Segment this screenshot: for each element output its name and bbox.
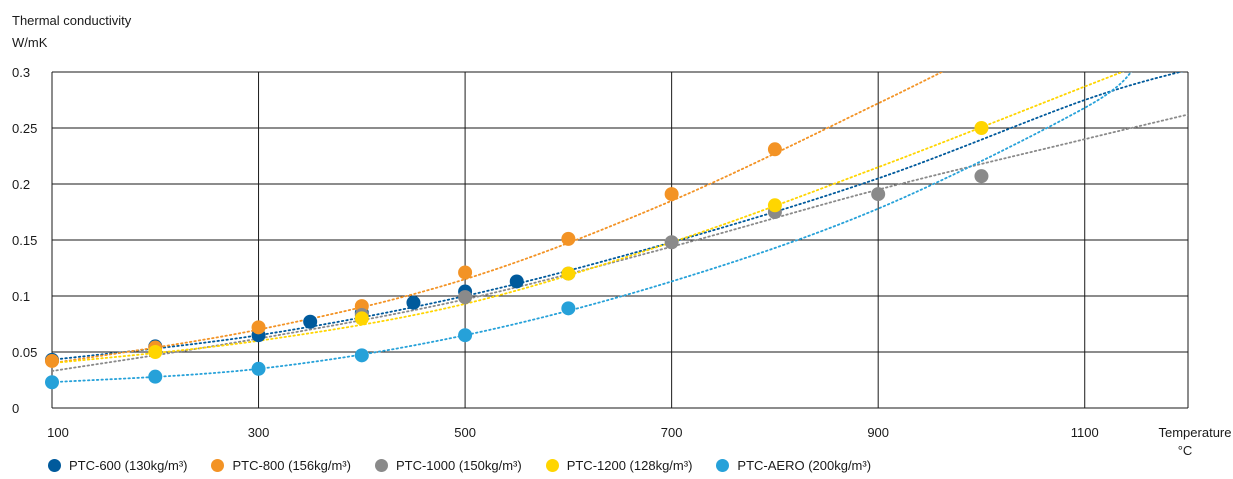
series-4-point xyxy=(148,369,163,384)
series-4-point xyxy=(45,375,59,390)
y-tick-label: 0.05 xyxy=(12,345,37,360)
series-3-point xyxy=(974,121,989,135)
series-0-point xyxy=(509,274,524,289)
series-2-point xyxy=(458,290,473,305)
y-tick-label: 0.3 xyxy=(12,65,30,80)
series-1-point xyxy=(767,142,782,157)
series-4-trendline xyxy=(52,72,1133,384)
series-3-point xyxy=(561,266,576,281)
y-axis-title-line1: Thermal conductivity xyxy=(12,13,132,28)
x-tick-label: 300 xyxy=(248,425,270,440)
y-tick-label: 0.25 xyxy=(12,121,37,136)
series-1-trendline xyxy=(52,72,944,365)
series-1-point xyxy=(251,320,266,335)
series-4-point xyxy=(561,301,576,316)
legend-label: PTC-1200 (128kg/m³) xyxy=(566,458,693,473)
series-1-point xyxy=(664,187,679,202)
series-2-trendline xyxy=(52,113,1188,372)
x-tick-label: 700 xyxy=(661,425,683,440)
series-3-point xyxy=(148,345,163,359)
y-tick-label: 0 xyxy=(12,401,19,416)
series-1-point xyxy=(561,231,576,246)
series-4-point xyxy=(458,328,473,343)
legend-item: PTC-600 (130kg/m³) xyxy=(48,458,187,473)
legend-swatch xyxy=(716,459,730,472)
series-4-point xyxy=(354,348,369,363)
x-tick-label: 1100 xyxy=(1071,425,1099,440)
tick-labels: 0 0.05 0.1 0.15 0.2 0.25 0.3 100 300 500 700 900 110… xyxy=(12,65,1099,440)
y-axis-title-line2: W/mK xyxy=(12,35,48,50)
y-tick-label: 0.1 xyxy=(12,289,30,304)
series-3-point xyxy=(354,311,369,326)
series-2-point xyxy=(871,187,886,202)
series-1-point xyxy=(45,353,59,368)
series-3-trendline xyxy=(52,72,1125,365)
x-tick-label: 100 xyxy=(47,425,69,440)
legend-item: PTC-1200 (128kg/m³) xyxy=(545,458,693,473)
y-tick-label: 0.15 xyxy=(12,233,37,248)
x-axis-title-line2: °C xyxy=(1178,443,1193,458)
legend: PTC-600 (130kg/m³) PTC-800 (156kg/m³) PTC-… xyxy=(48,458,871,473)
series-3-point xyxy=(767,198,782,213)
legend-item: PTC-1000 (150kg/m³) xyxy=(374,458,522,473)
legend-swatch xyxy=(545,459,559,472)
legend-label: PTC-1000 (150kg/m³) xyxy=(395,458,522,473)
series-1-point xyxy=(458,265,473,280)
grid xyxy=(51,71,1189,409)
data-points xyxy=(45,121,989,390)
legend-label: PTC-AERO (200kg/m³) xyxy=(737,458,872,473)
legend-swatch xyxy=(48,459,61,472)
series-0-point xyxy=(303,314,318,329)
legend-item: PTC-AERO (200kg/m³) xyxy=(716,458,871,473)
series-2-point xyxy=(664,235,679,250)
legend-label: PTC-600 (130kg/m³) xyxy=(69,458,188,473)
legend-swatch xyxy=(211,459,225,472)
series-4-point xyxy=(251,361,266,376)
series-0-trendline xyxy=(52,72,1184,361)
y-tick-label: 0.2 xyxy=(12,177,30,192)
trend-lines xyxy=(52,72,1188,384)
series-2-point xyxy=(974,169,989,184)
legend-swatch xyxy=(374,459,388,472)
x-tick-label: 500 xyxy=(454,425,476,440)
legend-label: PTC-800 (156kg/m³) xyxy=(232,458,351,473)
legend-item: PTC-800 (156kg/m³) xyxy=(211,458,351,473)
x-axis-title-line1: Temperature xyxy=(1159,425,1232,440)
series-0-point xyxy=(406,295,421,310)
x-tick-label: 900 xyxy=(867,425,889,440)
